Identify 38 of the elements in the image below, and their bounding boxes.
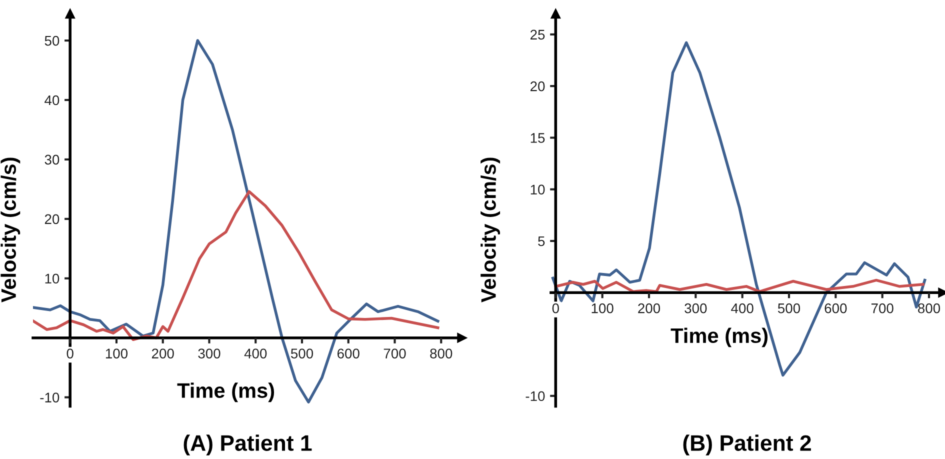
x-tick-label: 100 — [106, 348, 128, 358]
x-axis-title: Time (ms) — [177, 382, 274, 402]
x-tick-label: 100 — [592, 303, 614, 314]
x-tick-label: 300 — [198, 348, 220, 358]
y-tick-label: 20 — [530, 81, 545, 92]
y-tick-label: 40 — [44, 95, 60, 106]
x-axis-title: Time (ms) — [670, 328, 768, 348]
y-tick-label: 30 — [44, 154, 60, 165]
x-tick-label: 800 — [430, 348, 452, 358]
x-tick-label: 600 — [337, 348, 360, 358]
x-tick-label: 700 — [384, 348, 406, 358]
text: (B) Patient 2 — [683, 434, 811, 456]
y-tick-label: 20 — [44, 214, 60, 224]
y-tick-label: 10 — [530, 184, 545, 195]
x-tick-label: 200 — [152, 348, 174, 358]
y-tick-label: -10 — [526, 391, 545, 402]
x-tick-label: 0 — [552, 303, 559, 314]
y-tick-label: 15 — [530, 133, 545, 143]
y-tick-label: 50 — [44, 36, 60, 46]
y-axis-title: Velocity (cm/s) — [0, 158, 20, 302]
x-tick-label: 600 — [824, 303, 847, 314]
x-tick-label: 800 — [918, 303, 940, 314]
x-tick-label: 400 — [244, 348, 267, 358]
x-tick-label: 500 — [778, 303, 800, 314]
x-tick-label: 500 — [290, 348, 314, 358]
y-tick-label: 25 — [530, 30, 545, 40]
x-tick-label: 200 — [638, 303, 660, 314]
line-series — [33, 190, 440, 342]
y-axis-title: Velocity (cm/s) — [480, 158, 500, 302]
x-tick-label: 0 — [66, 348, 74, 358]
y-tick-label: -10 — [40, 392, 60, 402]
text: (A) Patient 1 — [184, 434, 312, 456]
y-tick-label: 10 — [45, 274, 60, 284]
x-tick-label: 300 — [684, 303, 707, 314]
x-tick-label: 700 — [871, 303, 894, 314]
x-tick-label: 400 — [731, 303, 754, 314]
line-series — [554, 278, 924, 293]
y-tick-label: 5 — [538, 236, 545, 246]
